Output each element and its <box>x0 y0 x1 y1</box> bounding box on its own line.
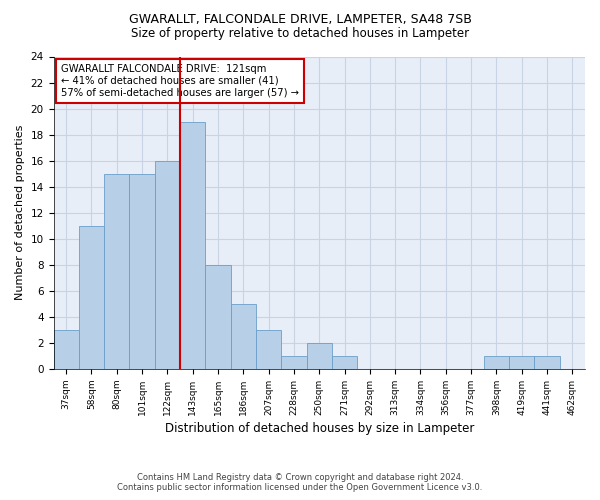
Bar <box>180 122 205 369</box>
Bar <box>484 356 509 369</box>
Bar <box>155 160 180 369</box>
Bar <box>79 226 104 369</box>
X-axis label: Distribution of detached houses by size in Lampeter: Distribution of detached houses by size … <box>164 422 474 435</box>
Bar <box>307 343 332 369</box>
Text: Contains HM Land Registry data © Crown copyright and database right 2024.
Contai: Contains HM Land Registry data © Crown c… <box>118 473 482 492</box>
Bar <box>509 356 535 369</box>
Bar <box>130 174 155 369</box>
Bar <box>53 330 79 369</box>
Y-axis label: Number of detached properties: Number of detached properties <box>15 125 25 300</box>
Text: Size of property relative to detached houses in Lampeter: Size of property relative to detached ho… <box>131 28 469 40</box>
Bar <box>230 304 256 369</box>
Bar <box>535 356 560 369</box>
Bar <box>205 265 230 369</box>
Bar <box>104 174 130 369</box>
Bar <box>332 356 357 369</box>
Text: GWARALLT, FALCONDALE DRIVE, LAMPETER, SA48 7SB: GWARALLT, FALCONDALE DRIVE, LAMPETER, SA… <box>128 12 472 26</box>
Bar <box>256 330 281 369</box>
Text: GWARALLT FALCONDALE DRIVE:  121sqm
← 41% of detached houses are smaller (41)
57%: GWARALLT FALCONDALE DRIVE: 121sqm ← 41% … <box>61 64 299 98</box>
Bar <box>281 356 307 369</box>
